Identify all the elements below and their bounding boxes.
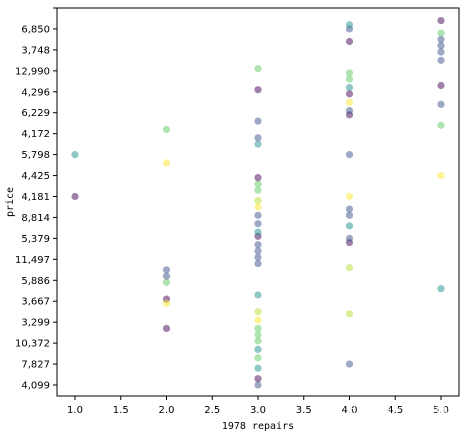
data-point	[254, 197, 262, 205]
x-tick-label: 2.5	[204, 405, 220, 416]
data-point	[437, 29, 445, 37]
x-axis-label: 1978 repairs	[222, 421, 294, 432]
data-point	[345, 83, 354, 92]
data-point	[254, 308, 262, 316]
data-point	[345, 211, 354, 219]
data-point	[437, 100, 445, 108]
y-axis: 4,099 7,827 10,372 3,299 3,667 5,886 11,497 5,3…	[15, 7, 57, 392]
data-point	[345, 310, 354, 318]
y-tick-label: 4,425	[21, 171, 50, 182]
y-tick-label: 3,748	[21, 45, 50, 56]
data-point	[162, 159, 171, 167]
data-point	[254, 220, 262, 228]
data-point	[254, 364, 262, 372]
data-point	[254, 174, 262, 182]
data-point	[254, 211, 262, 219]
data-point	[254, 86, 262, 94]
data-point	[254, 381, 262, 389]
data-point	[254, 345, 262, 353]
y-tick-label: 3,299	[21, 318, 50, 329]
data-point	[162, 324, 171, 333]
data-point	[437, 171, 445, 180]
data-point	[345, 98, 354, 106]
data-point	[345, 69, 354, 77]
x-axis: 1.0 1.5 2.0 2.5 3.0 3.5 4.0 4.5 5.0	[67, 396, 449, 416]
y-tick-label: 4,099	[21, 381, 50, 392]
x-tick-label: 2.0	[159, 405, 175, 416]
data-point	[254, 375, 262, 383]
data-point	[162, 125, 171, 134]
data-point	[345, 151, 354, 159]
x-tick-label: 4.5	[387, 405, 403, 416]
data-point	[254, 316, 262, 324]
data-point	[345, 264, 354, 272]
x-tick-label: 1.5	[113, 405, 129, 416]
data-point	[162, 272, 171, 280]
y-tick-label: 8,814	[21, 213, 50, 224]
data-point	[437, 121, 445, 129]
data-point	[162, 278, 171, 286]
y-tick-label: 5,379	[21, 234, 50, 245]
data-point	[254, 134, 262, 142]
y-tick-label: 4,181	[21, 192, 50, 203]
data-point	[254, 331, 262, 339]
x-tick-label: 3.5	[296, 405, 312, 416]
x-tick-label: 1.0	[67, 405, 83, 416]
data-point	[254, 180, 262, 188]
data-point	[254, 259, 262, 268]
data-point	[71, 151, 79, 159]
y-tick-label: 6,229	[21, 108, 50, 119]
data-point	[345, 75, 354, 83]
x-tick-label: 3.0	[250, 405, 266, 416]
y-tick-label: 3,667	[21, 297, 50, 308]
data-point	[254, 291, 262, 299]
data-point	[437, 48, 445, 56]
y-tick-label: 11,497	[15, 255, 50, 266]
y-tick-label: 12,990	[15, 66, 50, 77]
data-point	[345, 234, 354, 242]
data-point	[437, 285, 445, 293]
data-point	[71, 192, 79, 201]
data-point	[345, 21, 354, 29]
data-point	[162, 266, 171, 274]
data-point	[254, 253, 262, 261]
data-point	[254, 117, 262, 125]
points-layer	[71, 16, 445, 389]
watermark: 知乎 @三几行代码	[347, 402, 455, 418]
x-tick-label: 4.0	[342, 405, 358, 416]
data-point	[254, 65, 262, 73]
y-axis-label: price	[5, 187, 16, 217]
data-point	[437, 16, 445, 25]
y-tick-label: 4,296	[21, 87, 50, 98]
y-tick-label: 10,372	[15, 339, 50, 350]
data-point	[254, 203, 262, 211]
data-point	[345, 192, 354, 201]
x-tick-label: 5.0	[433, 405, 449, 416]
data-point	[254, 228, 262, 236]
data-point	[254, 140, 262, 148]
y-tick-label: 5,886	[21, 276, 50, 287]
y-tick-label: 7,827	[21, 360, 50, 371]
y-tick-label: 6,850	[21, 24, 50, 35]
data-point	[254, 324, 262, 333]
data-point	[254, 186, 262, 194]
data-point	[345, 222, 354, 230]
y-tick-label: 4,172	[21, 129, 50, 140]
data-point	[345, 205, 354, 213]
data-point	[254, 354, 262, 362]
data-point	[345, 90, 354, 98]
data-point	[437, 81, 445, 90]
data-point	[345, 360, 354, 368]
data-point	[254, 241, 262, 249]
data-point	[345, 107, 354, 115]
data-point	[437, 56, 445, 64]
data-point	[345, 37, 354, 46]
y-tick-label: 5,798	[21, 150, 50, 161]
data-point	[254, 247, 262, 255]
data-point	[437, 42, 445, 50]
data-point	[162, 299, 171, 307]
data-point	[437, 35, 445, 44]
data-point	[254, 337, 262, 345]
